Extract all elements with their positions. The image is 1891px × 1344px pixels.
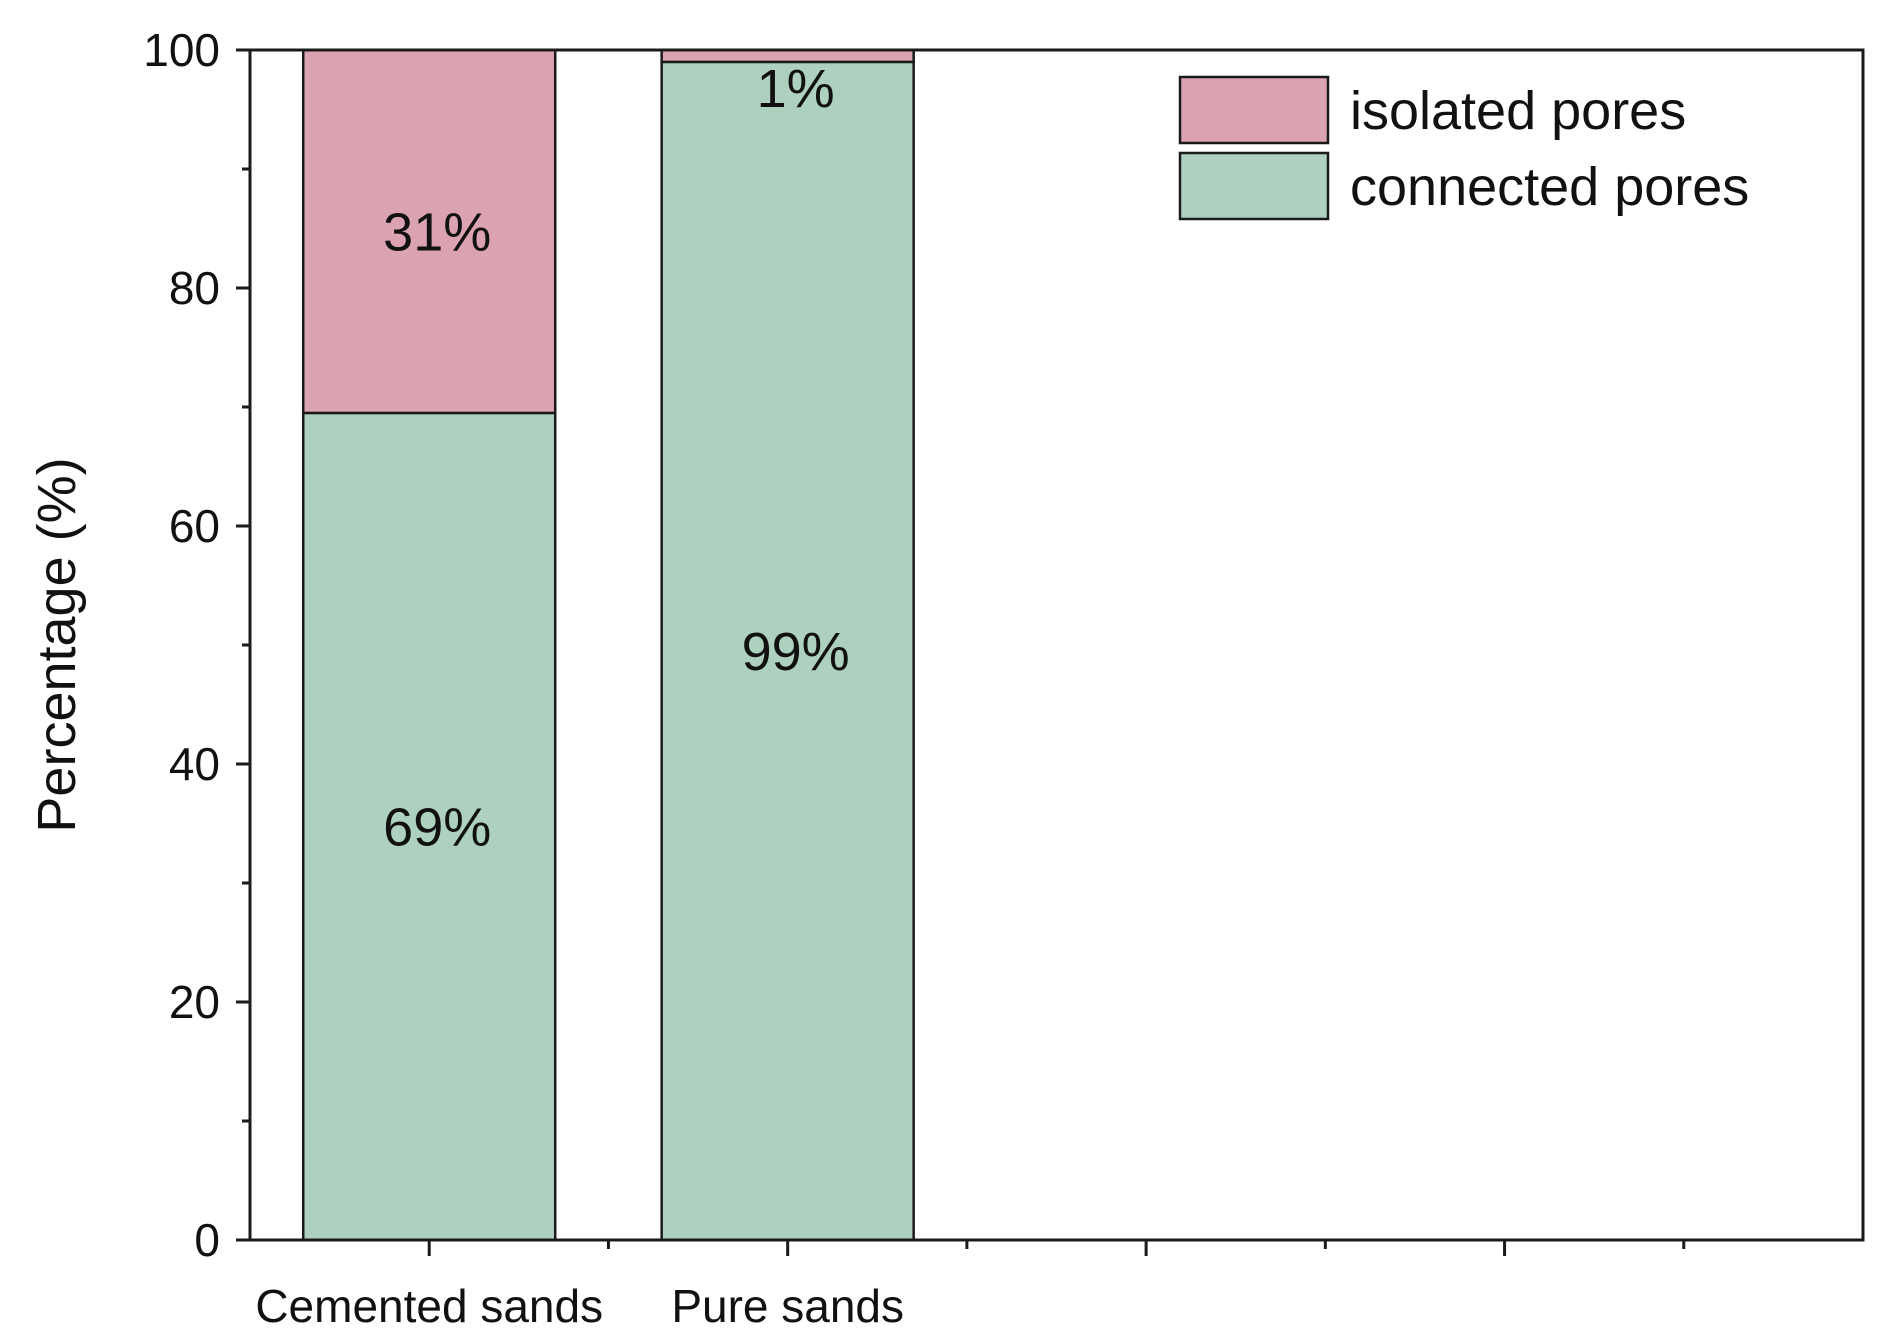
- y-tick-label: 80: [169, 262, 220, 314]
- y-tick-label: 40: [169, 738, 220, 790]
- bars-layer: [301, 48, 915, 1242]
- bar-data-label: 31%: [383, 202, 491, 262]
- legend-swatch: [1178, 151, 1330, 221]
- bar-data-label: 69%: [383, 797, 491, 857]
- legend-label: isolated pores: [1350, 81, 1686, 141]
- y-tick-label: 60: [169, 500, 220, 552]
- bar-data-label: 1%: [757, 59, 835, 119]
- y-tick-label: 20: [169, 976, 220, 1028]
- y-axis-title: Percentage (%): [27, 457, 87, 832]
- x-axis: Cemented sands Pure sands: [255, 1240, 1686, 1332]
- bar-segment: [301, 48, 557, 415]
- bar-segment: [301, 411, 557, 1242]
- x-category-label: Pure sands: [671, 1280, 904, 1332]
- bar-data-label: 99%: [742, 622, 850, 682]
- x-category-label: Cemented sands: [255, 1280, 603, 1332]
- bar-labels-layer: 69% 31% 99% 1%: [383, 59, 850, 858]
- y-tick-label: 100: [143, 24, 220, 76]
- legend-label: connected pores: [1350, 157, 1749, 217]
- legend-swatch: [1178, 75, 1330, 145]
- y-tick-label: 0: [194, 1214, 220, 1266]
- legend: isolated pores connected pores: [1178, 75, 1749, 221]
- y-axis: 0 20 40 60 80 100: [143, 24, 250, 1266]
